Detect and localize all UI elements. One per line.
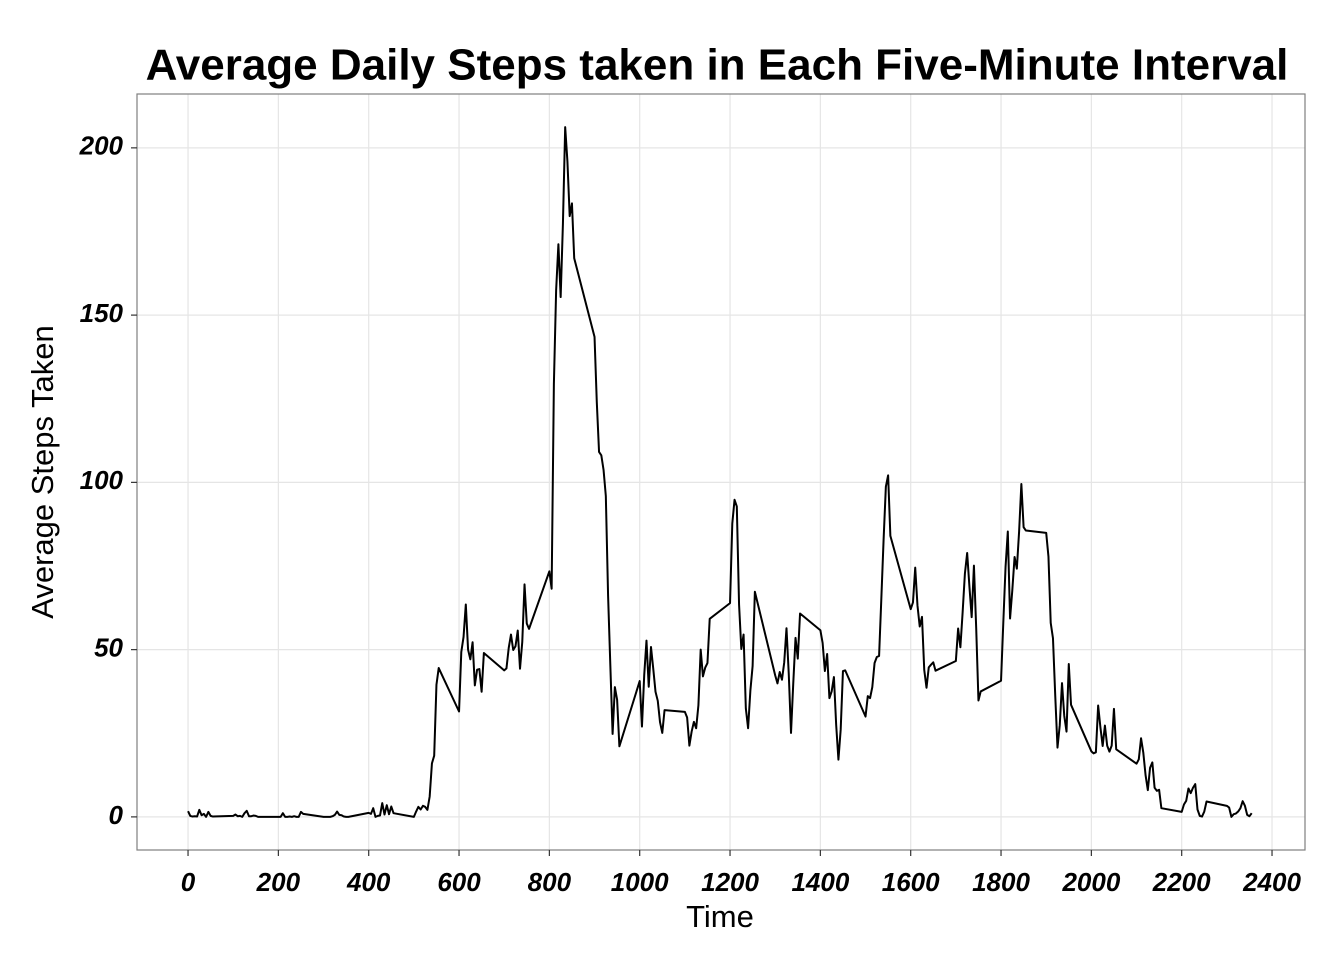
x-tick-label: 2200 (1152, 867, 1211, 897)
x-tick-label: 400 (346, 867, 391, 897)
grid (137, 94, 1305, 850)
y-tick-label: 150 (80, 298, 124, 328)
x-tick-label: 2400 (1242, 867, 1301, 897)
x-tick-label: 1600 (882, 867, 940, 897)
x-tick-label: 800 (528, 867, 572, 897)
y-axis-title: Average Steps Taken (25, 325, 60, 619)
x-axis-title: Time (686, 899, 754, 934)
x-tick-label: 1200 (701, 867, 759, 897)
x-tick-label: 2000 (1061, 867, 1120, 897)
x-tick-label: 0 (181, 867, 196, 897)
x-tick-label: 1000 (611, 867, 669, 897)
y-tick-label: 100 (80, 465, 124, 495)
plot-area (187, 126, 1253, 818)
panel-border (136, 93, 1306, 851)
data-line (187, 126, 1253, 818)
y-tick-label: 200 (79, 131, 124, 161)
x-tick-label: 600 (437, 867, 481, 897)
x-tick-label: 200 (256, 867, 301, 897)
y-tick-label: 50 (94, 633, 123, 663)
x-tick-label: 1400 (791, 867, 849, 897)
chart-title: Average Daily Steps taken in Each Five-M… (146, 41, 1289, 90)
x-tick-label: 1800 (972, 867, 1030, 897)
y-tick-label: 0 (109, 800, 124, 830)
